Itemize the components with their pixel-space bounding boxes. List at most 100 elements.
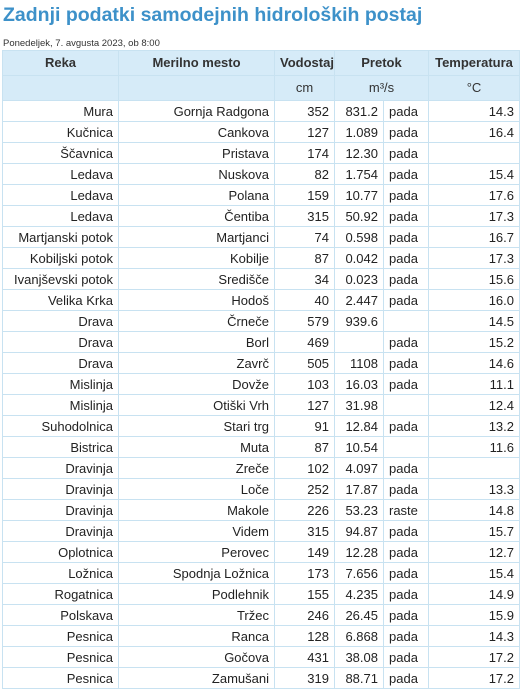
river-cell: Oplotnica xyxy=(2,541,119,563)
trend-cell xyxy=(383,310,429,332)
flow-cell: 0.023 xyxy=(334,268,384,290)
river-cell: Ivanjševski potok xyxy=(2,268,119,290)
header-row: Reka Merilno mesto Vodostaj Pretok Tempe… xyxy=(2,50,520,76)
table-row: Drava Borl 469 pada 15.2 xyxy=(2,331,520,353)
station-cell: Hodoš xyxy=(118,289,275,311)
header-river[interactable]: Reka xyxy=(2,50,119,76)
water-level-cell: 74 xyxy=(274,226,335,248)
station-cell: Borl xyxy=(118,331,275,353)
river-cell: Ledava xyxy=(2,184,119,206)
trend-cell: pada xyxy=(383,415,429,437)
trend-cell: pada xyxy=(383,520,429,542)
trend-cell xyxy=(383,436,429,458)
header-flow[interactable]: Pretok xyxy=(334,50,429,76)
water-level-cell: 315 xyxy=(274,520,335,542)
table-row: Mura Gornja Radgona 352 831.2 pada 14.3 xyxy=(2,100,520,122)
water-level-cell: 91 xyxy=(274,415,335,437)
water-level-cell: 431 xyxy=(274,646,335,668)
water-level-cell: 155 xyxy=(274,583,335,605)
river-cell: Bistrica xyxy=(2,436,119,458)
station-cell: Črneče xyxy=(118,310,275,332)
temperature-cell xyxy=(428,142,520,164)
temperature-cell: 12.7 xyxy=(428,541,520,563)
flow-cell xyxy=(334,331,384,353)
flow-cell: 1.754 xyxy=(334,163,384,185)
station-cell: Dovže xyxy=(118,373,275,395)
flow-cell: 12.30 xyxy=(334,142,384,164)
trend-cell: pada xyxy=(383,121,429,143)
river-cell: Mislinja xyxy=(2,394,119,416)
table-row: Ivanjševski potok Središče 34 0.023 pada 15.6 xyxy=(2,268,520,290)
header-temperature[interactable]: Temperatura xyxy=(428,50,520,76)
page-title: Zadnji podatki samodejnih hidroloških po… xyxy=(3,4,423,26)
temperature-cell: 17.3 xyxy=(428,247,520,269)
temperature-cell: 17.2 xyxy=(428,646,520,668)
station-cell: Stari trg xyxy=(118,415,275,437)
flow-cell: 10.54 xyxy=(334,436,384,458)
table-row: Oplotnica Perovec 149 12.28 pada 12.7 xyxy=(2,541,520,563)
trend-cell: pada xyxy=(383,100,429,122)
flow-cell: 26.45 xyxy=(334,604,384,626)
water-level-cell: 159 xyxy=(274,184,335,206)
river-cell: Drava xyxy=(2,310,119,332)
trend-cell xyxy=(383,394,429,416)
river-cell: Drava xyxy=(2,352,119,374)
flow-cell: 53.23 xyxy=(334,499,384,521)
river-cell: Dravinja xyxy=(2,478,119,500)
temperature-cell: 11.6 xyxy=(428,436,520,458)
station-cell: Zamušani xyxy=(118,667,275,689)
trend-cell: pada xyxy=(383,457,429,479)
trend-cell: pada xyxy=(383,667,429,689)
river-cell: Drava xyxy=(2,331,119,353)
temperature-cell: 13.2 xyxy=(428,415,520,437)
trend-cell: pada xyxy=(383,583,429,605)
table-row: Martjanski potok Martjanci 74 0.598 pada 16.7 xyxy=(2,226,520,248)
timestamp: Ponedeljek, 7. avgusta 2023, ob 8:00 xyxy=(3,38,160,49)
temperature-cell: 14.5 xyxy=(428,310,520,332)
flow-cell: 4.235 xyxy=(334,583,384,605)
trend-cell: pada xyxy=(383,625,429,647)
water-level-cell: 127 xyxy=(274,394,335,416)
table-row: Velika Krka Hodoš 40 2.447 pada 16.0 xyxy=(2,289,520,311)
temperature-cell: 11.1 xyxy=(428,373,520,395)
station-cell: Martjanci xyxy=(118,226,275,248)
table-row: Ščavnica Pristava 174 12.30 pada xyxy=(2,142,520,164)
temperature-cell: 17.6 xyxy=(428,184,520,206)
water-level-cell: 352 xyxy=(274,100,335,122)
flow-cell: 38.08 xyxy=(334,646,384,668)
temperature-cell: 14.6 xyxy=(428,352,520,374)
trend-cell: pada xyxy=(383,604,429,626)
flow-cell: 50.92 xyxy=(334,205,384,227)
water-level-cell: 315 xyxy=(274,205,335,227)
temperature-cell: 17.2 xyxy=(428,667,520,689)
river-cell: Kobiljski potok xyxy=(2,247,119,269)
trend-cell: pada xyxy=(383,184,429,206)
station-cell: Središče xyxy=(118,268,275,290)
station-cell: Pristava xyxy=(118,142,275,164)
hydro-stations-table: Reka Merilno mesto Vodostaj Pretok Tempe… xyxy=(2,50,520,689)
header-station[interactable]: Merilno mesto xyxy=(118,50,275,76)
station-cell: Zreče xyxy=(118,457,275,479)
water-level-cell: 102 xyxy=(274,457,335,479)
water-level-cell: 469 xyxy=(274,331,335,353)
trend-cell: pada xyxy=(383,478,429,500)
river-cell: Pesnica xyxy=(2,667,119,689)
units-row: cm m³/s °C xyxy=(2,75,520,101)
water-level-cell: 40 xyxy=(274,289,335,311)
unit-water-level: cm xyxy=(274,75,335,101)
river-cell: Ledava xyxy=(2,163,119,185)
header-water-level[interactable]: Vodostaj xyxy=(274,50,335,76)
station-cell: Otiški Vrh xyxy=(118,394,275,416)
unit-river-empty xyxy=(2,75,119,101)
trend-cell: pada xyxy=(383,331,429,353)
trend-cell: pada xyxy=(383,247,429,269)
water-level-cell: 149 xyxy=(274,541,335,563)
flow-cell: 12.28 xyxy=(334,541,384,563)
flow-cell: 0.598 xyxy=(334,226,384,248)
flow-cell: 1108 xyxy=(334,352,384,374)
table-row: Pesnica Gočova 431 38.08 pada 17.2 xyxy=(2,646,520,668)
trend-cell: pada xyxy=(383,373,429,395)
water-level-cell: 87 xyxy=(274,247,335,269)
flow-cell: 939.6 xyxy=(334,310,384,332)
flow-cell: 12.84 xyxy=(334,415,384,437)
